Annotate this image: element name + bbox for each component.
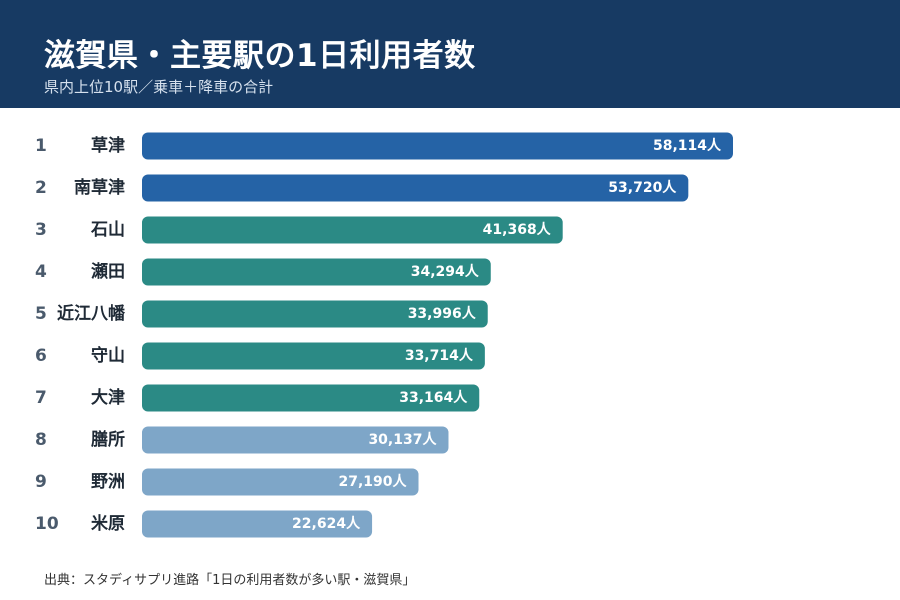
bar-chart: 1 草津 58,114人 2 南草津 53,720人 3 石山 41,368人 4 瀬田 34,294… [35,132,733,538]
rank-number: 9 [35,472,47,492]
station-label: 南草津 [74,177,125,198]
value-label: 33,714人 [405,347,474,364]
bar [142,132,733,160]
station-label: 膳所 [91,429,125,450]
bar [142,426,449,454]
chart-title: 滋賀県・主要駅の1日利用者数 [44,38,476,74]
rank-number: 10 [35,514,59,534]
bar [142,300,488,328]
bar [142,258,491,286]
value-label: 22,624人 [292,515,361,532]
rank-number: 1 [35,136,47,156]
chart-subtitle: 県内上位10駅／乗車＋降車の合計 [44,78,274,96]
rank-number: 8 [35,430,47,450]
value-label: 30,137人 [368,431,437,448]
bar [142,216,563,244]
station-label: 近江八幡 [57,303,126,324]
station-label: 大津 [91,387,125,408]
value-label: 41,368人 [483,221,552,238]
bar [142,342,485,370]
bar [142,468,419,496]
source-note: 出典：スタディサプリ進路「1日の利用者数が多い駅・滋賀県」 [44,573,416,588]
rank-number: 5 [35,304,47,324]
rank-number: 4 [35,262,47,282]
header-banner: 滋賀県・主要駅の1日利用者数 県内上位10駅／乗車＋降車の合計 [0,0,900,108]
rank-number: 3 [35,220,47,240]
bar [142,384,480,412]
station-label: 瀬田 [91,262,125,282]
station-label: 米原 [91,513,125,534]
rank-number: 7 [35,388,47,408]
station-label: 石山 [90,220,125,240]
value-label: 33,996人 [408,305,477,322]
bar [142,174,689,202]
rank-number: 6 [35,346,47,366]
station-label: 守山 [91,345,125,366]
station-label: 草津 [91,135,125,156]
value-label: 58,114人 [653,137,722,154]
value-label: 27,190人 [338,473,407,490]
bar [142,510,373,538]
station-label: 野洲 [91,472,125,492]
value-label: 33,164人 [399,389,468,406]
value-label: 34,294人 [411,263,480,280]
value-label: 53,720人 [608,179,677,196]
rank-number: 2 [35,178,47,198]
